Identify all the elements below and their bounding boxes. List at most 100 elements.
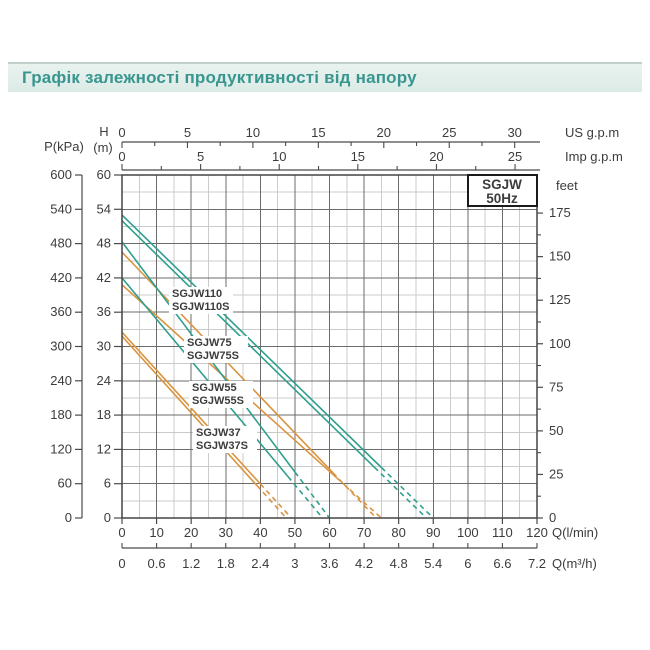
svg-text:1.8: 1.8 (217, 556, 235, 571)
svg-text:120: 120 (50, 441, 72, 456)
svg-text:SGJW55S: SGJW55S (192, 395, 244, 407)
svg-text:360: 360 (50, 304, 72, 319)
svg-text:H: H (99, 124, 108, 139)
svg-text:110: 110 (492, 525, 513, 540)
svg-text:SGJW: SGJW (482, 177, 522, 192)
svg-text:US g.p.m: US g.p.m (565, 125, 619, 140)
axis-kpa: 0 60 120 180 240 300 360 420 480 540 600 P(kPa) (44, 139, 84, 525)
svg-text:70: 70 (357, 525, 371, 540)
svg-text:SGJW75S: SGJW75S (187, 350, 239, 362)
svg-text:0.6: 0.6 (148, 556, 166, 571)
curve-SGJW55S (121, 277, 324, 519)
svg-text:0: 0 (118, 149, 125, 164)
axis-us-gpm: 0 5 10 15 20 25 30 US g.p.m (118, 125, 619, 148)
svg-text:SGJW110S: SGJW110S (172, 301, 229, 313)
svg-text:1.2: 1.2 (182, 556, 200, 571)
svg-text:24: 24 (97, 373, 111, 388)
svg-text:SGJW110: SGJW110 (172, 288, 222, 300)
svg-text:180: 180 (50, 407, 72, 422)
svg-text:SGJW75: SGJW75 (187, 337, 232, 349)
svg-text:90: 90 (426, 525, 440, 540)
curve-SGJW110S (121, 220, 427, 519)
svg-text:3: 3 (291, 556, 298, 571)
svg-text:0: 0 (549, 510, 556, 525)
svg-text:25: 25 (442, 125, 456, 140)
svg-text:50Hz: 50Hz (486, 191, 518, 206)
svg-text:25: 25 (549, 466, 563, 481)
svg-text:30: 30 (97, 339, 111, 354)
svg-text:420: 420 (50, 270, 72, 285)
svg-text:150: 150 (549, 249, 571, 264)
svg-text:175: 175 (549, 205, 571, 220)
svg-text:SGJW37S: SGJW37S (196, 440, 248, 452)
svg-text:5.4: 5.4 (424, 556, 442, 571)
svg-text:80: 80 (391, 525, 405, 540)
page-title: Графік залежності продуктивності від нап… (22, 68, 417, 87)
svg-text:125: 125 (549, 292, 571, 307)
svg-text:4.2: 4.2 (355, 556, 373, 571)
svg-text:60: 60 (322, 525, 336, 540)
svg-text:2.4: 2.4 (251, 556, 269, 571)
svg-text:48: 48 (97, 236, 111, 251)
svg-text:100: 100 (457, 525, 479, 540)
svg-text:240: 240 (50, 373, 72, 388)
axis-imp-gpm: 0 5 10 15 20 25 Imp g.p.m (118, 149, 623, 171)
axis-m3h: 0 0.6 1.2 1.8 2.4 3 3.6 4.2 4.8 5.4 6 6.6 7.2 Q(m³/h) (118, 543, 597, 571)
svg-text:Q(l/min): Q(l/min) (552, 525, 598, 540)
svg-text:36: 36 (97, 304, 111, 319)
svg-text:50: 50 (549, 423, 563, 438)
svg-text:30: 30 (219, 525, 233, 540)
svg-text:0: 0 (104, 510, 111, 525)
curve-SGJW37 (121, 331, 293, 519)
svg-text:0: 0 (118, 556, 125, 571)
svg-text:540: 540 (50, 201, 72, 216)
svg-text:feet: feet (556, 178, 578, 193)
svg-text:Imp g.p.m: Imp g.p.m (565, 149, 623, 164)
svg-text:75: 75 (549, 379, 563, 394)
svg-text:42: 42 (97, 270, 111, 285)
svg-text:600: 600 (50, 167, 72, 182)
svg-text:P(kPa): P(kPa) (44, 139, 84, 154)
svg-text:20: 20 (184, 525, 198, 540)
svg-text:10: 10 (272, 149, 286, 164)
curve-SGJW37S (121, 335, 287, 519)
svg-text:0: 0 (118, 125, 125, 140)
svg-text:20: 20 (377, 125, 391, 140)
svg-text:60: 60 (97, 167, 111, 182)
svg-text:SGJW37: SGJW37 (196, 427, 241, 439)
svg-text:3.6: 3.6 (320, 556, 338, 571)
svg-text:6: 6 (464, 556, 471, 571)
svg-text:40: 40 (253, 525, 267, 540)
svg-text:18: 18 (97, 407, 111, 422)
axis-lpm: 0 10 20 30 40 50 60 70 80 90 100 110 120 Q(l/min) (118, 518, 598, 540)
svg-text:15: 15 (351, 149, 365, 164)
svg-text:0: 0 (65, 510, 72, 525)
svg-text:100: 100 (549, 336, 571, 351)
header-band: Графік залежності продуктивності від нап… (8, 62, 642, 92)
svg-text:5: 5 (197, 149, 204, 164)
svg-text:6: 6 (104, 476, 111, 491)
svg-text:6.6: 6.6 (493, 556, 511, 571)
svg-text:25: 25 (508, 149, 522, 164)
svg-text:480: 480 (50, 236, 72, 251)
svg-text:50: 50 (288, 525, 302, 540)
svg-text:4.8: 4.8 (390, 556, 408, 571)
svg-text:Q(m³/h): Q(m³/h) (552, 556, 597, 571)
svg-text:0: 0 (118, 525, 125, 540)
svg-text:12: 12 (97, 441, 111, 456)
curve-SGJW110 (121, 214, 434, 519)
axis-feet: 0 25 50 75 100 125 150 175 feet (537, 178, 578, 525)
svg-text:120: 120 (526, 525, 548, 540)
svg-text:10: 10 (246, 125, 260, 140)
svg-text:54: 54 (97, 201, 111, 216)
svg-text:(m): (m) (93, 140, 113, 155)
svg-text:30: 30 (507, 125, 521, 140)
svg-text:20: 20 (429, 149, 443, 164)
